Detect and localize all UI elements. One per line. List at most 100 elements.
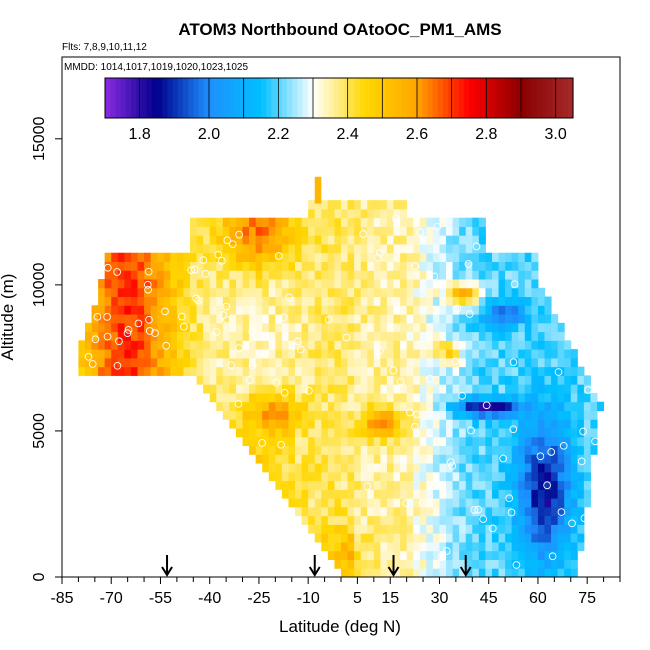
heatmap-cell xyxy=(498,463,506,473)
heatmap-cell xyxy=(176,261,184,271)
heatmap-cell xyxy=(321,357,329,368)
heatmap-cell xyxy=(176,252,184,262)
heatmap-cell xyxy=(386,445,395,455)
heatmap-cell xyxy=(426,296,434,306)
heatmap-cell xyxy=(301,296,309,306)
heatmap-cell xyxy=(413,428,421,438)
heatmap-cell xyxy=(360,419,368,429)
heatmap-cell xyxy=(544,401,552,411)
heatmap-cell xyxy=(288,463,296,473)
heatmap-cell xyxy=(465,471,473,482)
heatmap-cell xyxy=(137,322,145,333)
heatmap-cell xyxy=(347,480,355,490)
heatmap-cell xyxy=(544,463,552,473)
sample-point xyxy=(199,256,208,265)
heatmap-cell xyxy=(439,279,447,289)
heatmap-cell xyxy=(478,340,486,350)
heatmap-cell xyxy=(255,261,263,271)
heatmap-cell xyxy=(314,454,322,464)
heatmap-cell xyxy=(249,270,257,280)
heatmap-cell xyxy=(203,314,211,324)
heatmap-cell xyxy=(446,419,454,429)
colorbar-swatch xyxy=(193,78,200,118)
heatmap-cell xyxy=(124,357,132,368)
heatmap-cell xyxy=(360,541,368,552)
heatmap-cell xyxy=(400,471,408,482)
heatmap-cell xyxy=(386,498,395,508)
heatmap-cell xyxy=(209,261,217,271)
heatmap-cell xyxy=(491,471,500,482)
colorbar-swatch xyxy=(318,78,324,118)
heatmap-cell xyxy=(393,428,401,438)
heatmap-cell xyxy=(472,305,480,315)
heatmap-cell xyxy=(295,480,303,490)
heatmap-cell xyxy=(242,226,250,236)
heatmap-cell xyxy=(518,506,526,517)
heatmap-cell xyxy=(334,445,342,455)
heatmap-cell xyxy=(505,322,513,333)
heatmap-cell xyxy=(288,235,296,245)
heatmap-cell xyxy=(439,243,447,254)
heatmap-cell xyxy=(446,410,454,420)
heatmap-cell xyxy=(485,498,493,508)
sample-point xyxy=(467,426,475,435)
heatmap-cell xyxy=(334,366,342,376)
heatmap-cell xyxy=(426,524,434,534)
heatmap-cell xyxy=(518,428,526,438)
heatmap-cell xyxy=(360,287,368,298)
sample-point xyxy=(144,285,152,294)
heatmap-cell xyxy=(367,235,375,245)
heatmap-cell xyxy=(117,366,125,376)
heatmap-cell xyxy=(321,226,329,236)
heatmap-cell xyxy=(321,252,329,262)
heatmap-cell xyxy=(203,322,211,333)
heatmap-cell xyxy=(459,445,467,455)
heatmap-cell xyxy=(446,331,454,341)
heatmap-cell xyxy=(485,270,493,280)
heatmap-cell xyxy=(334,296,342,306)
heatmap-cell xyxy=(130,261,138,271)
heatmap-cell xyxy=(419,436,427,447)
heatmap-cell xyxy=(196,261,204,271)
heatmap-cell xyxy=(209,384,217,394)
heatmap-cell xyxy=(439,568,447,577)
sample-point xyxy=(190,265,199,274)
heatmap-cell xyxy=(367,252,375,262)
heatmap-cell xyxy=(170,279,178,289)
heatmap-cell xyxy=(268,366,276,376)
heatmap-cell xyxy=(498,384,506,394)
sample-point xyxy=(375,249,384,257)
heatmap-cell xyxy=(524,314,532,324)
heatmap-cell xyxy=(104,252,112,262)
heatmap-cell xyxy=(327,279,335,289)
heatmap-cell xyxy=(268,252,276,262)
heatmap-cell xyxy=(341,261,349,271)
heatmap-cell xyxy=(531,436,539,447)
heatmap-cell xyxy=(281,428,289,438)
heatmap-cell xyxy=(341,506,349,517)
heatmap-cell xyxy=(341,235,349,245)
heatmap-cell xyxy=(459,550,467,560)
heatmap-cell xyxy=(485,384,493,394)
heatmap-cell xyxy=(531,357,539,368)
heatmap-cell xyxy=(367,524,375,534)
heatmap-cell xyxy=(321,533,329,543)
heatmap-cell xyxy=(557,506,565,517)
heatmap-cell xyxy=(157,331,165,341)
heatmap-cell xyxy=(505,445,513,455)
heatmap-cell xyxy=(386,463,395,473)
heatmap-cell xyxy=(505,454,513,464)
heatmap-cell xyxy=(360,533,368,543)
heatmap-cell xyxy=(380,305,388,315)
heatmap-cell xyxy=(308,340,316,350)
heatmap-cell xyxy=(190,243,198,254)
heatmap-cell xyxy=(511,331,519,341)
heatmap-cell xyxy=(295,305,303,315)
heatmap-cell xyxy=(347,454,355,464)
sample-point xyxy=(293,337,302,346)
heatmap-cell xyxy=(295,252,303,262)
sample-point xyxy=(488,524,497,533)
heatmap-cell xyxy=(203,340,211,350)
heatmap-cell xyxy=(472,252,480,262)
colorbar-swatch xyxy=(120,78,127,118)
